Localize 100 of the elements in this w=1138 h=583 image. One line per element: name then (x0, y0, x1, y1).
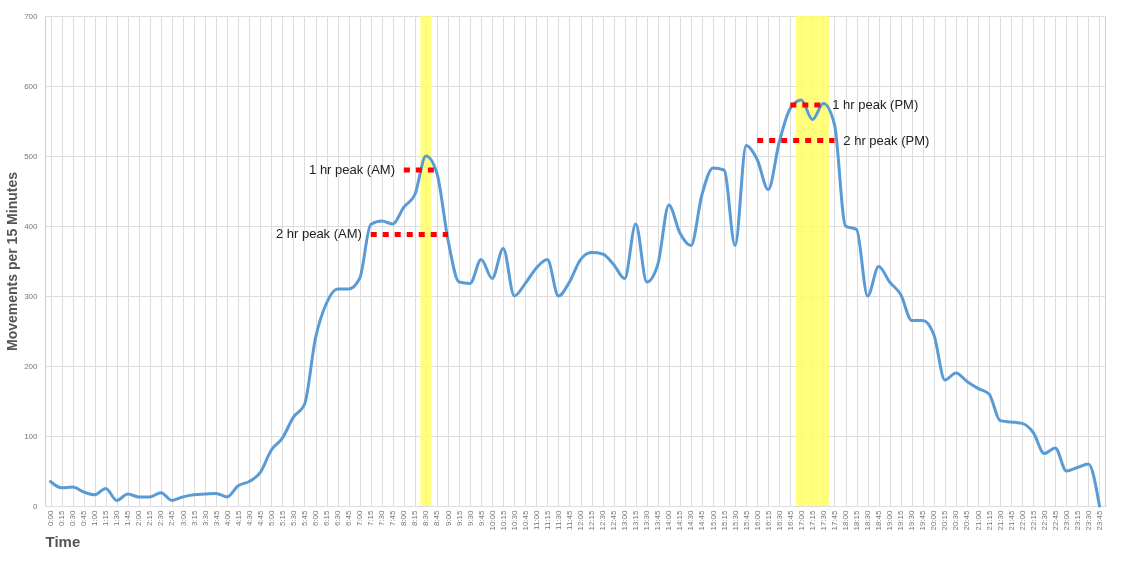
x-tick-label: 7:15 (366, 509, 376, 527)
y-tick-label: 0 (33, 501, 39, 511)
x-tick-label: 16:30 (774, 509, 784, 531)
x-tick-label: 20:45 (962, 509, 972, 531)
x-tick-label: 1:15 (101, 509, 111, 527)
x-tick-label: 19:45 (918, 509, 928, 531)
x-tick-label: 10:00 (487, 509, 497, 531)
x-tick-label: 7:45 (388, 509, 398, 527)
x-tick-label: 14:45 (697, 509, 707, 531)
x-tick-label: 0:15 (57, 509, 67, 527)
x-tick-label: 11:15 (542, 509, 552, 530)
x-tick-label: 2:45 (167, 509, 177, 527)
x-tick-label: 23:00 (1061, 509, 1071, 531)
x-tick-label: 5:15 (277, 509, 287, 527)
x-tick-label: 18:30 (863, 509, 873, 531)
x-tick-label: 14:15 (675, 509, 685, 531)
x-tick-label: 15:45 (741, 509, 751, 531)
x-tick-label: 2:30 (156, 509, 166, 527)
x-tick-label: 21:30 (995, 509, 1005, 531)
x-tick-label: 1:30 (112, 509, 122, 527)
x-tick-label: 18:00 (841, 509, 851, 531)
x-tick-label: 4:00 (222, 509, 232, 527)
x-tick-label: 22:00 (1017, 509, 1027, 531)
x-tick-label: 16:45 (785, 509, 795, 531)
x-tick-label: 5:45 (299, 509, 309, 527)
x-tick-label: 8:00 (399, 509, 409, 527)
x-tick-label: 9:30 (465, 509, 475, 527)
x-tick-label: 3:00 (178, 509, 188, 527)
x-tick-label: 13:15 (631, 509, 641, 531)
y-tick-label: 500 (24, 151, 39, 161)
x-tick-label: 22:30 (1039, 509, 1049, 531)
x-tick-label: 15:15 (719, 509, 729, 531)
x-tick-label: 4:45 (255, 509, 265, 527)
x-tick-label: 0:45 (79, 509, 89, 527)
x-tick-label: 1:00 (90, 509, 100, 527)
x-tick-label: 21:15 (984, 509, 994, 531)
x-axis-title: Time (45, 532, 81, 550)
series-label: 1 hr peak (AM) (309, 162, 396, 177)
x-tick-label: 0:00 (46, 509, 56, 527)
x-tick-label: 8:15 (410, 509, 420, 527)
x-tick-label: 13:45 (653, 509, 663, 531)
x-tick-label: 10:15 (498, 509, 508, 531)
x-tick-label: 1:45 (123, 509, 133, 527)
x-tick-label: 11:45 (564, 509, 574, 530)
x-tick-label: 13:00 (620, 509, 630, 531)
x-tick-label: 6:45 (344, 509, 354, 527)
x-tick-label: 4:15 (233, 509, 243, 527)
x-tick-label: 9:15 (454, 509, 464, 527)
x-tick-label: 23:45 (1094, 509, 1104, 531)
x-tick-label: 5:00 (266, 509, 276, 527)
x-tick-label: 23:30 (1083, 509, 1093, 531)
x-tick-label: 17:00 (796, 509, 806, 531)
x-tick-label: 16:00 (752, 509, 762, 531)
x-tick-label: 17:45 (829, 509, 839, 531)
series-label: 2 hr peak (PM) (843, 132, 930, 148)
x-tick-label: 20:30 (951, 509, 961, 531)
x-tick-label: 10:30 (509, 509, 519, 531)
x-tick-label: 9:00 (443, 509, 453, 527)
x-tick-label: 8:45 (432, 509, 442, 527)
x-tick-label: 12:15 (587, 509, 597, 531)
x-tick-label: 21:00 (973, 509, 983, 531)
x-tick-label: 10:45 (520, 509, 530, 531)
x-tick-label: 6:15 (322, 509, 332, 527)
x-tick-label: 18:15 (852, 509, 862, 531)
x-tick-label: 12:45 (609, 509, 619, 531)
x-tick-label: 0:30 (68, 509, 78, 527)
x-tick-label: 16:15 (763, 509, 773, 531)
x-tick-label: 17:15 (807, 509, 817, 531)
y-tick-label: 300 (24, 291, 39, 301)
x-tick-label: 3:30 (200, 509, 210, 527)
y-tick-label: 200 (24, 361, 39, 371)
x-tick-label: 23:15 (1072, 509, 1082, 531)
x-tick-label: 22:15 (1028, 509, 1038, 531)
x-tick-label: 7:30 (377, 509, 387, 527)
x-tick-label: 2:00 (134, 509, 144, 527)
x-tick-label: 8:30 (421, 509, 431, 527)
y-tick-label: 400 (24, 221, 39, 231)
x-tick-label: 12:00 (576, 509, 586, 531)
x-tick-label: 20:00 (929, 509, 939, 531)
x-tick-label: 11:00 (531, 509, 541, 530)
x-tick-label: 20:15 (940, 509, 950, 531)
x-tick-label: 3:45 (211, 509, 221, 527)
x-tick-label: 3:15 (189, 509, 199, 527)
y-tick-label: 700 (24, 11, 39, 21)
x-tick-label: 19:30 (907, 509, 917, 531)
x-tick-label: 19:15 (896, 509, 906, 531)
x-tick-label: 17:30 (818, 509, 828, 531)
x-tick-label: 19:00 (885, 509, 895, 531)
y-tick-label: 100 (24, 431, 39, 441)
x-tick-label: 14:30 (686, 509, 696, 531)
x-tick-label: 14:00 (664, 509, 674, 531)
series-label: 2 hr peak (AM) (275, 226, 362, 242)
y-tick-label: 600 (24, 81, 39, 91)
x-tick-label: 15:00 (708, 509, 718, 531)
x-tick-label: 22:45 (1050, 509, 1060, 531)
x-tick-label: 6:30 (333, 509, 343, 527)
x-tick-label: 9:45 (476, 509, 486, 527)
x-tick-label: 11:30 (553, 509, 563, 530)
x-tick-label: 2:15 (145, 509, 155, 527)
line-series (49, 98, 1101, 508)
